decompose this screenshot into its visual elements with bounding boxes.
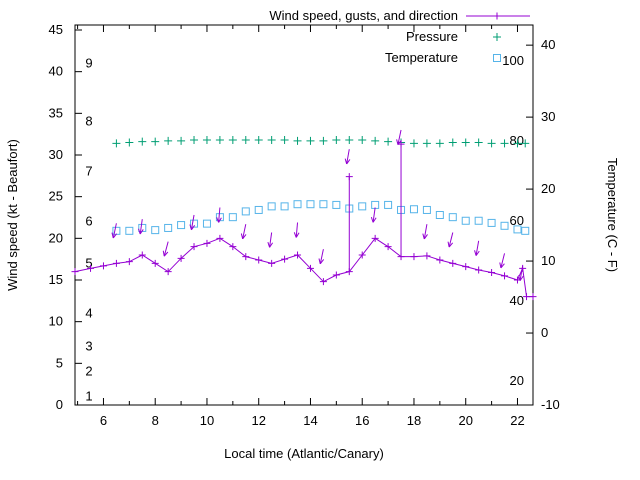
- gust-impulses: [345, 140, 405, 272]
- beaufort-scale-label: 4: [85, 305, 92, 320]
- x-tick-label: 20: [458, 413, 472, 428]
- beaufort-scale-label: 3: [85, 339, 92, 354]
- beaufort-scale-label: 6: [85, 214, 92, 229]
- temp-f-scale-label: 60: [510, 213, 524, 228]
- y-left-axis-title: Wind speed (kt - Beaufort): [5, 139, 20, 291]
- temp-c-tick-label: 10: [541, 253, 555, 268]
- temp-f-scale-label: 40: [510, 293, 524, 308]
- wind-series: [71, 234, 537, 301]
- legend: Wind speed, gusts, and direction Pressure…: [269, 8, 530, 65]
- wind-tick-label: 5: [56, 355, 63, 370]
- temp-f-scale-label: 100: [502, 53, 524, 68]
- wind-tick-label: 10: [49, 314, 63, 329]
- temp-f-scale-label: 80: [510, 133, 524, 148]
- beaufort-scale-label: 9: [85, 55, 92, 70]
- x-tick-label: 22: [510, 413, 524, 428]
- wind-tick-label: 20: [49, 230, 63, 245]
- beaufort-scale-label: 1: [85, 389, 92, 404]
- wind-tick-label: 25: [49, 189, 63, 204]
- temperature-series: [112, 200, 530, 235]
- legend-label: Pressure: [406, 29, 458, 44]
- temp-c-tick-label: 20: [541, 181, 555, 196]
- legend-label: Temperature: [385, 50, 458, 65]
- legend-label: Wind speed, gusts, and direction: [269, 8, 458, 23]
- temp-c-tick-label: -10: [541, 397, 560, 412]
- beaufort-scale-label: 8: [85, 114, 92, 129]
- wind-direction-arrows: [111, 129, 524, 281]
- y-right-axis: -10 0 10 20 30 40 20 40 60 80 100 Temperature (C - …: [502, 37, 620, 412]
- wind-tick-label: 40: [49, 64, 63, 79]
- temp-f-scale-label: 20: [510, 373, 524, 388]
- x-tick-label: 16: [355, 413, 369, 428]
- beaufort-scale-label: 7: [85, 164, 92, 179]
- pressure-series: [112, 136, 530, 148]
- wind-tick-label: 45: [49, 22, 63, 37]
- temp-c-tick-label: 30: [541, 109, 555, 124]
- x-tick-label: 12: [251, 413, 265, 428]
- temp-c-tick-label: 0: [541, 325, 548, 340]
- beaufort-scale-label: 5: [85, 255, 92, 270]
- beaufort-scale-label: 2: [85, 364, 92, 379]
- wind-tick-label: 15: [49, 272, 63, 287]
- temp-c-tick-label: 40: [541, 37, 555, 52]
- wind-tick-label: 0: [56, 397, 63, 412]
- x-tick-label: 10: [200, 413, 214, 428]
- wind-tick-label: 30: [49, 147, 63, 162]
- plot-border: [74, 24, 534, 406]
- wind-tick-label: 35: [49, 105, 63, 120]
- y-right-axis-title: Temperature (C - F): [605, 158, 620, 272]
- x-tick-label: 18: [407, 413, 421, 428]
- x-tick-label: 6: [100, 413, 107, 428]
- x-tick-label: 14: [303, 413, 317, 428]
- x-axis-title: Local time (Atlantic/Canary): [224, 446, 384, 461]
- x-tick-label: 8: [152, 413, 159, 428]
